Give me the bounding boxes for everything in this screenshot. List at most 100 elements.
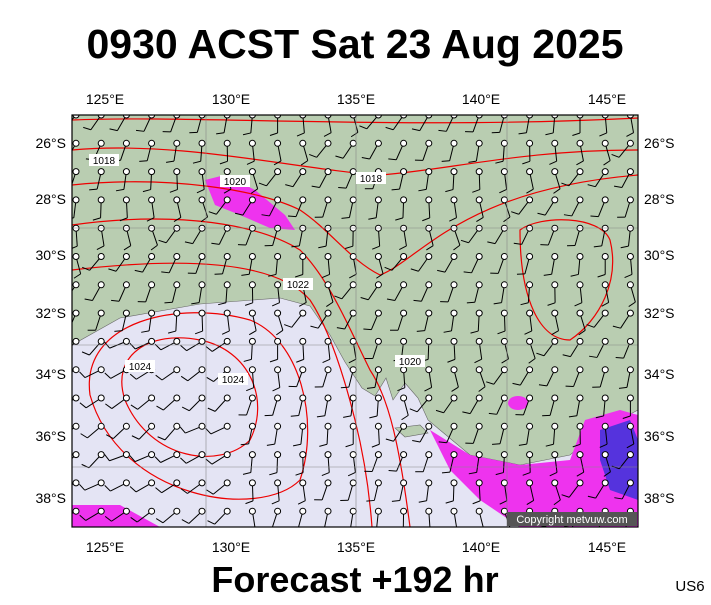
barb-station — [149, 197, 155, 203]
barb-station — [199, 310, 205, 316]
barb-station — [401, 480, 407, 486]
barb-station — [199, 338, 205, 344]
barb-station — [98, 367, 104, 373]
barb-station — [527, 452, 533, 458]
barb-station — [199, 508, 205, 514]
barb-station — [426, 169, 432, 175]
barb-station — [375, 452, 381, 458]
barb-station — [476, 423, 482, 429]
isobar-label: 1020 — [399, 357, 422, 368]
barb-station — [174, 282, 180, 288]
barb-station — [552, 423, 558, 429]
barb-station — [123, 423, 129, 429]
barb-station — [73, 395, 79, 401]
barb-flag — [442, 161, 450, 162]
barb-station — [325, 508, 331, 514]
barb-station — [426, 367, 432, 373]
barb-station — [300, 310, 306, 316]
barb-station — [249, 480, 255, 486]
isobar-label: 1024 — [222, 375, 245, 386]
barb-station — [627, 395, 633, 401]
barb-station — [577, 395, 583, 401]
barb-station — [451, 282, 457, 288]
barb-station — [501, 310, 507, 316]
lon-label: 125°E — [86, 539, 124, 555]
barb-station — [577, 254, 583, 260]
barb-station — [375, 395, 381, 401]
barb-station — [224, 310, 230, 316]
isobar-label: 1020 — [224, 177, 247, 188]
precip-area — [508, 396, 528, 410]
barb-station — [73, 140, 79, 146]
barb-station — [275, 395, 281, 401]
barb-station — [325, 423, 331, 429]
barb-station — [627, 338, 633, 344]
barb-station — [577, 169, 583, 175]
barb-station — [73, 480, 79, 486]
barb-station — [275, 423, 281, 429]
barb-station — [123, 452, 129, 458]
barb-station — [325, 140, 331, 146]
barb-station — [224, 423, 230, 429]
barb-station — [401, 169, 407, 175]
isobar-label: 1022 — [287, 280, 310, 291]
barb-station — [451, 452, 457, 458]
barb-station — [224, 140, 230, 146]
barb-station — [73, 508, 79, 514]
barb-station — [375, 508, 381, 514]
barb-station — [249, 452, 255, 458]
barb-station — [426, 452, 432, 458]
barb-station — [249, 282, 255, 288]
barb-station — [602, 423, 608, 429]
barb-flag — [164, 302, 172, 303]
barb-station — [401, 452, 407, 458]
barb-station — [627, 367, 633, 373]
barb-station — [476, 254, 482, 260]
lat-label: 34°S — [35, 366, 66, 382]
lat-label: 36°S — [35, 428, 66, 444]
barb-station — [73, 338, 79, 344]
barb-flag — [590, 216, 598, 217]
barb-station — [451, 254, 457, 260]
barb-station — [501, 169, 507, 175]
barb-station — [249, 140, 255, 146]
barb-station — [275, 169, 281, 175]
barb-station — [451, 395, 457, 401]
lon-label: 135°E — [337, 539, 375, 555]
barb-station — [73, 423, 79, 429]
barb-station — [451, 508, 457, 514]
barb-station — [199, 197, 205, 203]
barb-flag — [366, 500, 374, 501]
barb-station — [552, 452, 558, 458]
barb-station — [73, 310, 79, 316]
barb-station — [552, 169, 558, 175]
barb-station — [627, 480, 633, 486]
barb-station — [426, 310, 432, 316]
barb-station — [401, 423, 407, 429]
barb-station — [426, 338, 432, 344]
barb-station — [602, 254, 608, 260]
barb-station — [275, 367, 281, 373]
barb-station — [123, 508, 129, 514]
barb-station — [527, 169, 533, 175]
barb-station — [627, 310, 633, 316]
barb-station — [577, 282, 583, 288]
barb-station — [476, 508, 482, 514]
barb-station — [123, 395, 129, 401]
barb-flag — [442, 472, 450, 473]
barb-station — [501, 395, 507, 401]
barb-station — [602, 140, 608, 146]
barb-station — [577, 310, 583, 316]
barb-station — [199, 282, 205, 288]
barb-station — [627, 452, 633, 458]
barb-station — [426, 423, 432, 429]
barb-station — [174, 367, 180, 373]
barb-station — [375, 480, 381, 486]
barb-station — [426, 508, 432, 514]
barb-station — [98, 140, 104, 146]
barb-station — [199, 480, 205, 486]
barb-station — [275, 140, 281, 146]
barb-station — [174, 452, 180, 458]
barb-station — [375, 310, 381, 316]
barb-station — [451, 140, 457, 146]
